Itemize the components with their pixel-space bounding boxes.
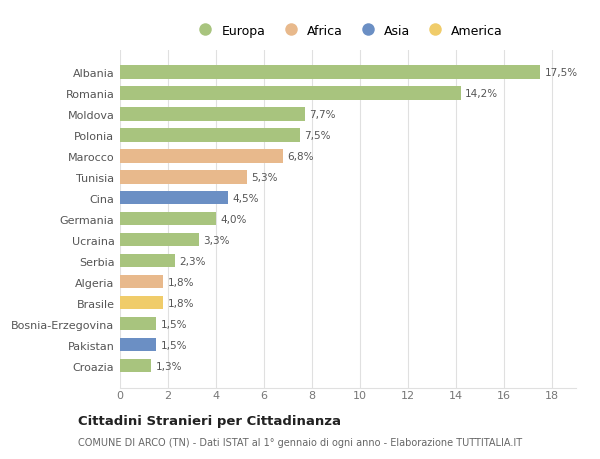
Text: 7,5%: 7,5% [304, 130, 331, 140]
Text: 14,2%: 14,2% [465, 89, 498, 99]
Bar [120, 108, 305, 121]
Bar [120, 296, 163, 310]
Text: 1,5%: 1,5% [160, 340, 187, 350]
Text: 4,0%: 4,0% [220, 214, 247, 224]
Legend: Europa, Africa, Asia, America: Europa, Africa, Asia, America [188, 20, 508, 43]
Text: 2,3%: 2,3% [179, 256, 206, 266]
Text: 3,3%: 3,3% [203, 235, 230, 245]
Bar [120, 317, 156, 330]
Bar [120, 150, 283, 163]
Text: 5,3%: 5,3% [251, 172, 278, 182]
Text: 4,5%: 4,5% [232, 193, 259, 203]
Bar [120, 87, 461, 101]
Bar [120, 170, 247, 184]
Text: Cittadini Stranieri per Cittadinanza: Cittadini Stranieri per Cittadinanza [78, 414, 341, 428]
Text: COMUNE DI ARCO (TN) - Dati ISTAT al 1° gennaio di ogni anno - Elaborazione TUTTI: COMUNE DI ARCO (TN) - Dati ISTAT al 1° g… [78, 437, 522, 447]
Bar [120, 275, 163, 289]
Bar [120, 191, 228, 205]
Bar [120, 66, 540, 79]
Text: 1,8%: 1,8% [167, 277, 194, 287]
Text: 1,3%: 1,3% [155, 361, 182, 371]
Bar [120, 129, 300, 142]
Text: 6,8%: 6,8% [287, 151, 314, 162]
Bar [120, 254, 175, 268]
Bar [120, 338, 156, 352]
Bar [120, 359, 151, 373]
Text: 7,7%: 7,7% [309, 110, 335, 119]
Text: 1,8%: 1,8% [167, 298, 194, 308]
Bar [120, 213, 216, 226]
Text: 1,5%: 1,5% [160, 319, 187, 329]
Bar [120, 233, 199, 247]
Text: 17,5%: 17,5% [544, 67, 577, 78]
